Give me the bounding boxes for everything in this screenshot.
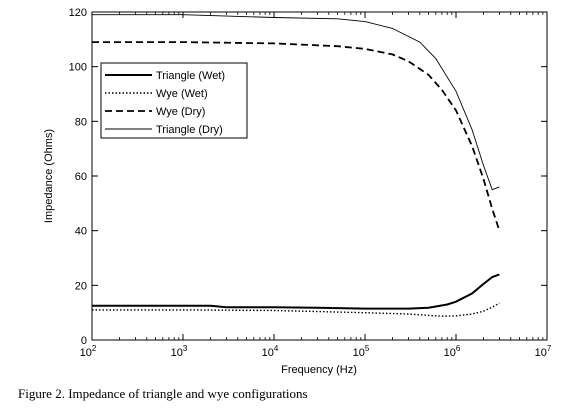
minor-ticks — [118, 12, 544, 340]
y-tick-label: 80 — [75, 116, 87, 128]
x-tick-label: 107 — [535, 344, 552, 359]
x-axis-label: Frequency (Hz) — [281, 364, 357, 376]
series-line-wye-dry — [92, 41, 501, 231]
x-tick-label: 102 — [80, 344, 97, 359]
x-tick-label: 103 — [171, 344, 188, 359]
x-tick-label: 105 — [353, 344, 370, 359]
y-tick-label: 60 — [75, 171, 87, 183]
x-tick-label: 106 — [444, 344, 461, 359]
legend: Triangle (Wet) Wye (Wet) Wye (Dry) Triangle… — [100, 62, 248, 139]
major-ticks — [91, 11, 548, 341]
series-line-wye-wet — [92, 302, 500, 317]
y-tick-label: 0 — [81, 335, 87, 347]
y-axis-label: Impedance (Ohms) — [43, 129, 55, 223]
y-tick-label: 20 — [75, 280, 87, 292]
x-tick-labels: 102 103 104 105 106 107 — [80, 344, 552, 359]
series-line-triangle-dry — [92, 14, 500, 191]
figure-caption: Figure 2. Impedance of triangle and wye … — [18, 386, 308, 401]
series-lines — [92, 14, 501, 317]
y-tick-labels: 0 20 40 60 80 100 120 — [69, 7, 87, 347]
legend-label: Wye (Dry) — [156, 106, 205, 118]
x-tick-label: 104 — [262, 344, 279, 359]
legend-label: Wye (Wet) — [156, 88, 208, 100]
y-tick-label: 100 — [69, 62, 87, 74]
legend-label: Triangle (Dry) — [156, 124, 223, 136]
plot-frame — [91, 11, 548, 341]
series-line-triangle-wet — [92, 273, 500, 310]
impedance-chart: 102 103 104 105 106 107 0 20 40 60 80 100 120 Frequ… — [43, 7, 552, 376]
legend-label: Triangle (Wet) — [156, 70, 225, 82]
y-tick-label: 120 — [69, 7, 87, 19]
y-tick-label: 40 — [75, 226, 87, 238]
